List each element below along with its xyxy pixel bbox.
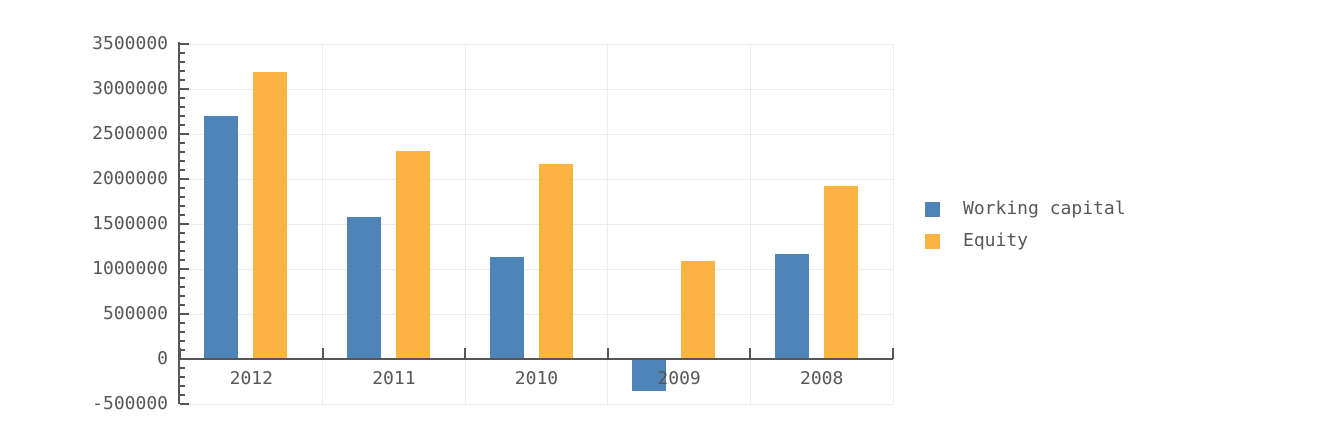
legend-row-working-capital: Working capital [925, 193, 1126, 225]
category-label-2011: 2011 [372, 368, 416, 389]
gridline-v [464, 44, 466, 404]
y-axis-minor-tick [180, 160, 185, 162]
y-axis-minor-tick [180, 259, 185, 261]
y-axis-minor-tick [180, 196, 185, 198]
gridline-h [180, 43, 893, 45]
y-tick-label: 2000000 [92, 168, 168, 189]
y-axis-major-tick [180, 43, 189, 45]
y-axis-major-tick [180, 88, 189, 90]
bar-equity-2008 [823, 186, 858, 359]
y-axis-minor-tick [180, 376, 185, 378]
category-tick [749, 348, 752, 359]
y-axis-minor-tick [180, 295, 185, 297]
gridline-h [180, 223, 893, 225]
y-tick-label: 1000000 [92, 258, 168, 279]
bar-working-capital-2009 [632, 359, 667, 392]
gridline-h [180, 268, 893, 270]
y-axis-major-tick [180, 223, 189, 225]
y-axis-minor-tick [180, 304, 185, 306]
gridline-h [180, 403, 893, 405]
x-axis-line [178, 358, 893, 360]
category-label-2009: 2009 [657, 368, 701, 389]
category-tick [464, 348, 467, 359]
y-axis-major-tick [180, 268, 189, 270]
gridline-h [180, 133, 893, 135]
y-tick-label: -500000 [92, 393, 168, 414]
y-axis-line [178, 42, 180, 404]
y-axis-minor-tick [180, 61, 185, 63]
bar-equity-2012 [253, 71, 288, 359]
y-axis-minor-tick [180, 322, 185, 324]
y-axis-minor-tick [180, 331, 185, 333]
y-tick-label: 3000000 [92, 78, 168, 99]
y-axis-minor-tick [180, 286, 185, 288]
y-axis-minor-tick [180, 250, 185, 252]
y-tick-label: 3500000 [92, 33, 168, 54]
y-tick-label: 1500000 [92, 213, 168, 234]
legend-swatch-equity [925, 233, 940, 249]
legend-row-equity: Equity [925, 225, 1126, 257]
gridline-v [322, 44, 324, 404]
y-axis-minor-tick [180, 340, 185, 342]
gridline-v [607, 44, 609, 404]
y-axis-minor-tick [180, 277, 185, 279]
y-axis-minor-tick [180, 97, 185, 99]
gridline-h [180, 313, 893, 315]
bar-working-capital-2011 [346, 216, 381, 359]
y-axis-minor-tick [180, 241, 185, 243]
y-axis-minor-tick [180, 385, 185, 387]
gridline-v [892, 44, 894, 404]
y-axis-minor-tick [180, 70, 185, 72]
category-tick [892, 348, 894, 359]
category-label-2008: 2008 [800, 368, 844, 389]
y-tick-label: 0 [157, 348, 168, 369]
y-axis-minor-tick [180, 187, 185, 189]
legend: Working capital Equity [925, 193, 1126, 257]
y-axis-minor-tick [180, 169, 185, 171]
y-axis-minor-tick [180, 115, 185, 117]
legend-label-working-capital: Working capital [963, 198, 1126, 219]
legend-swatch-working-capital [925, 201, 940, 217]
y-axis-minor-tick [180, 142, 185, 144]
y-tick-label: 500000 [102, 303, 168, 324]
y-axis-minor-tick [180, 124, 185, 126]
y-axis-major-tick [180, 133, 189, 135]
y-axis-minor-tick [180, 151, 185, 153]
gridline-h [180, 178, 893, 180]
y-axis-minor-tick [180, 232, 185, 234]
y-axis-minor-tick [180, 214, 185, 216]
gridline-v [749, 44, 751, 404]
y-axis-major-tick [180, 313, 189, 315]
bar-equity-2009 [681, 260, 716, 359]
bar-equity-2011 [395, 151, 430, 359]
category-tick [321, 348, 324, 359]
y-axis-minor-tick [180, 106, 185, 108]
category-tick [179, 348, 181, 359]
gridline-h [180, 88, 893, 90]
category-label-2010: 2010 [514, 368, 559, 389]
y-axis-major-tick [180, 403, 189, 405]
category-label-2012: 2012 [229, 368, 273, 389]
y-axis-minor-tick [180, 52, 185, 54]
y-axis-minor-tick [180, 367, 185, 369]
bar-working-capital-2008 [774, 253, 809, 359]
y-axis-minor-tick [180, 394, 185, 396]
category-tick [606, 348, 609, 359]
bar-equity-2010 [538, 163, 573, 359]
y-axis-minor-tick [180, 79, 185, 81]
y-tick-label: 2500000 [92, 123, 168, 144]
y-axis-minor-tick [180, 349, 185, 351]
legend-label-equity: Equity [963, 230, 1029, 251]
y-axis-minor-tick [180, 205, 185, 207]
bar-working-capital-2012 [204, 116, 239, 359]
y-axis-major-tick [180, 178, 189, 180]
bar-working-capital-2010 [489, 257, 524, 359]
